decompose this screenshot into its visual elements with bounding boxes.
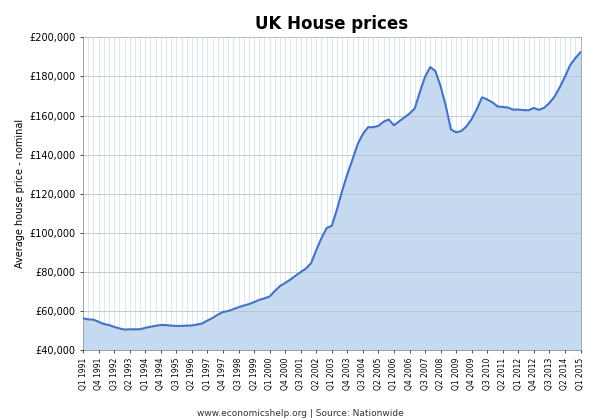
Text: www.economicshelp.org | Source: Nationwide: www.economicshelp.org | Source: Nationwi… — [197, 409, 403, 418]
Y-axis label: Average house price - nominal: Average house price - nominal — [15, 119, 25, 268]
Title: UK House prices: UK House prices — [255, 15, 409, 33]
